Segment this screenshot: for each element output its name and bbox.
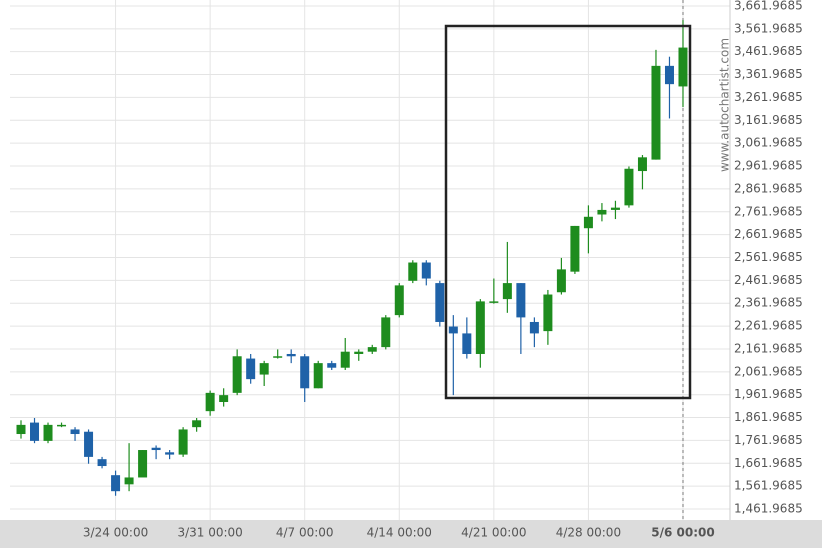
candle-body — [651, 65, 661, 160]
candle-body — [516, 283, 526, 318]
x-tick-label: 4/21 00:00 — [461, 526, 526, 540]
y-tick-label: 3,261.9685 — [734, 90, 803, 104]
y-tick-label: 2,261.9685 — [734, 319, 803, 333]
candle-body — [300, 356, 310, 389]
y-tick-label: 2,661.9685 — [734, 227, 803, 241]
candle-body — [610, 207, 620, 210]
x-tick-label: 4/7 00:00 — [276, 526, 334, 540]
candle-body — [97, 459, 107, 467]
candle-body — [556, 269, 566, 293]
y-tick-label: 3,161.9685 — [734, 113, 803, 127]
candle-body — [394, 285, 404, 316]
y-tick-label: 2,761.9685 — [734, 204, 803, 218]
y-tick-label: 2,961.9685 — [734, 159, 803, 173]
y-tick-label: 2,061.9685 — [734, 364, 803, 378]
candle-body — [273, 356, 283, 358]
candle-body — [462, 333, 472, 354]
y-tick-label: 1,761.9685 — [734, 433, 803, 447]
candle-body — [313, 363, 323, 389]
candle-body — [192, 420, 202, 428]
y-tick-label: 1,961.9685 — [734, 387, 803, 401]
candle-body — [448, 326, 458, 334]
x-tick-label: 3/24 00:00 — [83, 526, 148, 540]
y-tick-label: 2,161.9685 — [734, 341, 803, 355]
candle-body — [259, 363, 269, 375]
candle-body — [246, 358, 256, 380]
candle-body — [327, 363, 337, 368]
candle-body — [354, 351, 364, 354]
candle-body — [597, 209, 607, 215]
x-tick-label: 5/6 00:00 — [651, 526, 714, 540]
y-tick-label: 2,861.9685 — [734, 181, 803, 195]
watermark: www.autochartist.com — [718, 38, 732, 172]
candle-body — [178, 429, 188, 455]
y-tick-label: 2,361.9685 — [734, 296, 803, 310]
x-tick-label: 4/28 00:00 — [556, 526, 621, 540]
candle-body — [624, 168, 634, 206]
y-tick-label: 2,461.9685 — [734, 273, 803, 287]
candle-body — [84, 431, 94, 457]
candle-body — [219, 395, 229, 403]
candle-body — [138, 450, 148, 478]
candle-body — [637, 157, 647, 172]
x-tick-label: 4/14 00:00 — [367, 526, 432, 540]
candle-body — [543, 294, 553, 332]
candle-body — [30, 422, 40, 441]
y-tick-label: 3,661.9685 — [734, 0, 803, 12]
x-axis-band — [0, 520, 822, 548]
candle-body — [502, 283, 512, 300]
candle-body — [570, 225, 580, 272]
y-tick-label: 1,561.9685 — [734, 479, 803, 493]
candle-body — [57, 424, 67, 427]
y-tick-label: 3,061.9685 — [734, 136, 803, 150]
y-tick-label: 3,361.9685 — [734, 67, 803, 81]
y-tick-label: 1,461.9685 — [734, 502, 803, 516]
candle-body — [151, 447, 161, 451]
candle-body — [111, 475, 121, 492]
candle-body — [286, 353, 296, 357]
candle-body — [367, 347, 377, 352]
candle-body — [70, 429, 80, 435]
candle-body — [664, 65, 674, 85]
candle-body — [16, 424, 26, 435]
x-tick-label: 3/31 00:00 — [177, 526, 242, 540]
candle-body — [232, 356, 242, 393]
y-tick-label: 1,861.9685 — [734, 410, 803, 424]
candle-body — [529, 321, 539, 334]
candle-body — [475, 301, 485, 354]
candle-body — [340, 351, 350, 368]
y-tick-label: 2,561.9685 — [734, 250, 803, 264]
candle-body — [124, 477, 134, 485]
candle-body — [165, 452, 175, 455]
pattern-box — [444, 24, 692, 400]
candle-body — [381, 317, 391, 348]
y-tick-label: 3,561.9685 — [734, 21, 803, 35]
candle-body — [435, 283, 445, 322]
candle-body — [489, 301, 499, 303]
y-tick-label: 1,661.9685 — [734, 456, 803, 470]
candle-body — [678, 47, 688, 87]
candle-body — [205, 392, 215, 412]
candle-body — [408, 262, 418, 281]
y-tick-label: 3,461.9685 — [734, 44, 803, 58]
candle-body — [583, 216, 593, 229]
candle-body — [43, 424, 53, 441]
candle-body — [421, 262, 431, 279]
